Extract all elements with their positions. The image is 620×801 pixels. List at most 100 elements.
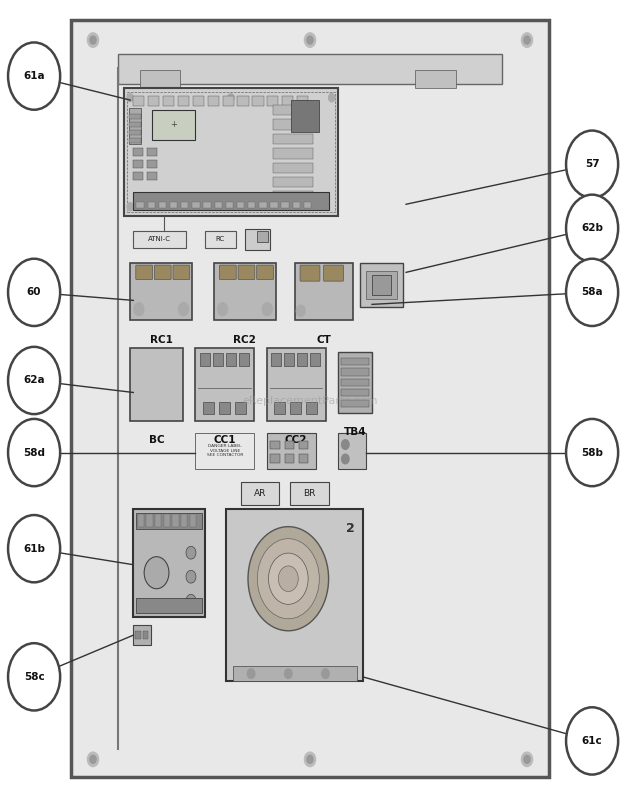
Bar xyxy=(133,172,143,180)
Bar xyxy=(273,148,313,159)
Bar xyxy=(270,441,280,449)
Text: 62b: 62b xyxy=(581,223,603,233)
Bar xyxy=(181,202,188,208)
Circle shape xyxy=(521,752,533,767)
Circle shape xyxy=(566,707,618,775)
Bar xyxy=(338,433,366,469)
FancyBboxPatch shape xyxy=(154,265,171,280)
Bar xyxy=(148,202,155,208)
Text: BR: BR xyxy=(303,489,316,498)
Bar xyxy=(226,353,236,366)
Bar xyxy=(133,509,205,617)
Bar xyxy=(284,353,294,366)
Bar xyxy=(129,130,141,135)
Bar xyxy=(273,134,313,144)
Bar xyxy=(148,96,159,106)
Text: 62a: 62a xyxy=(24,376,45,385)
Bar xyxy=(163,96,174,106)
Bar xyxy=(291,100,319,132)
Bar xyxy=(282,96,293,106)
Text: RC1: RC1 xyxy=(150,335,172,344)
Circle shape xyxy=(228,94,234,102)
Bar xyxy=(164,514,170,527)
Bar xyxy=(136,513,202,529)
Text: 61b: 61b xyxy=(23,544,45,553)
Bar xyxy=(178,96,189,106)
Bar xyxy=(133,96,144,106)
Circle shape xyxy=(304,752,316,767)
Circle shape xyxy=(296,305,305,316)
Bar xyxy=(118,54,502,84)
Bar xyxy=(226,509,363,681)
Bar xyxy=(341,358,369,365)
Circle shape xyxy=(127,203,133,211)
Bar xyxy=(140,70,180,88)
Bar xyxy=(259,202,267,208)
Circle shape xyxy=(524,36,530,44)
Bar xyxy=(190,514,196,527)
Text: ATNI-C: ATNI-C xyxy=(148,236,171,243)
Bar xyxy=(195,433,254,469)
Text: RC: RC xyxy=(216,236,224,243)
Bar xyxy=(252,96,264,106)
Circle shape xyxy=(322,669,329,678)
Circle shape xyxy=(566,195,618,262)
Circle shape xyxy=(8,515,60,582)
Circle shape xyxy=(307,755,313,763)
Circle shape xyxy=(566,259,618,326)
Bar xyxy=(136,598,202,613)
Bar xyxy=(124,88,338,216)
Text: CC1: CC1 xyxy=(213,435,236,445)
Bar xyxy=(341,400,369,407)
Bar xyxy=(297,353,307,366)
Circle shape xyxy=(247,669,255,678)
Bar xyxy=(133,148,143,156)
Circle shape xyxy=(144,557,169,589)
Circle shape xyxy=(307,36,313,44)
FancyBboxPatch shape xyxy=(219,265,236,280)
Circle shape xyxy=(566,131,618,198)
Circle shape xyxy=(304,33,316,47)
Bar xyxy=(415,70,456,88)
Bar xyxy=(133,231,186,248)
Bar xyxy=(294,263,353,320)
Text: eReplacementParts.com: eReplacementParts.com xyxy=(242,396,378,405)
Bar xyxy=(237,96,249,106)
Text: 58a: 58a xyxy=(582,288,603,297)
Bar xyxy=(200,353,210,366)
Circle shape xyxy=(285,669,292,678)
Circle shape xyxy=(8,419,60,486)
Text: +: + xyxy=(170,120,177,130)
Circle shape xyxy=(218,303,228,316)
Bar xyxy=(274,402,285,414)
Circle shape xyxy=(127,94,133,102)
Circle shape xyxy=(87,752,99,767)
Bar xyxy=(193,96,204,106)
Bar xyxy=(213,353,223,366)
Circle shape xyxy=(90,36,96,44)
Bar xyxy=(133,625,151,645)
Bar xyxy=(360,263,403,307)
Bar xyxy=(133,160,143,168)
Bar xyxy=(237,202,244,208)
Bar xyxy=(170,202,177,208)
Circle shape xyxy=(186,570,196,583)
Text: 57: 57 xyxy=(585,159,600,169)
Circle shape xyxy=(90,755,96,763)
Text: 58c: 58c xyxy=(24,672,45,682)
Bar xyxy=(195,348,254,421)
Bar xyxy=(136,202,144,208)
Circle shape xyxy=(8,259,60,326)
Bar xyxy=(159,202,166,208)
Circle shape xyxy=(8,347,60,414)
Bar xyxy=(133,192,329,210)
Bar xyxy=(270,202,278,208)
Circle shape xyxy=(521,33,533,47)
Bar xyxy=(285,441,294,449)
Bar xyxy=(138,514,144,527)
Bar xyxy=(338,352,372,413)
Text: 61c: 61c xyxy=(582,736,603,746)
FancyBboxPatch shape xyxy=(324,265,343,281)
Bar xyxy=(155,514,161,527)
Bar xyxy=(297,96,308,106)
